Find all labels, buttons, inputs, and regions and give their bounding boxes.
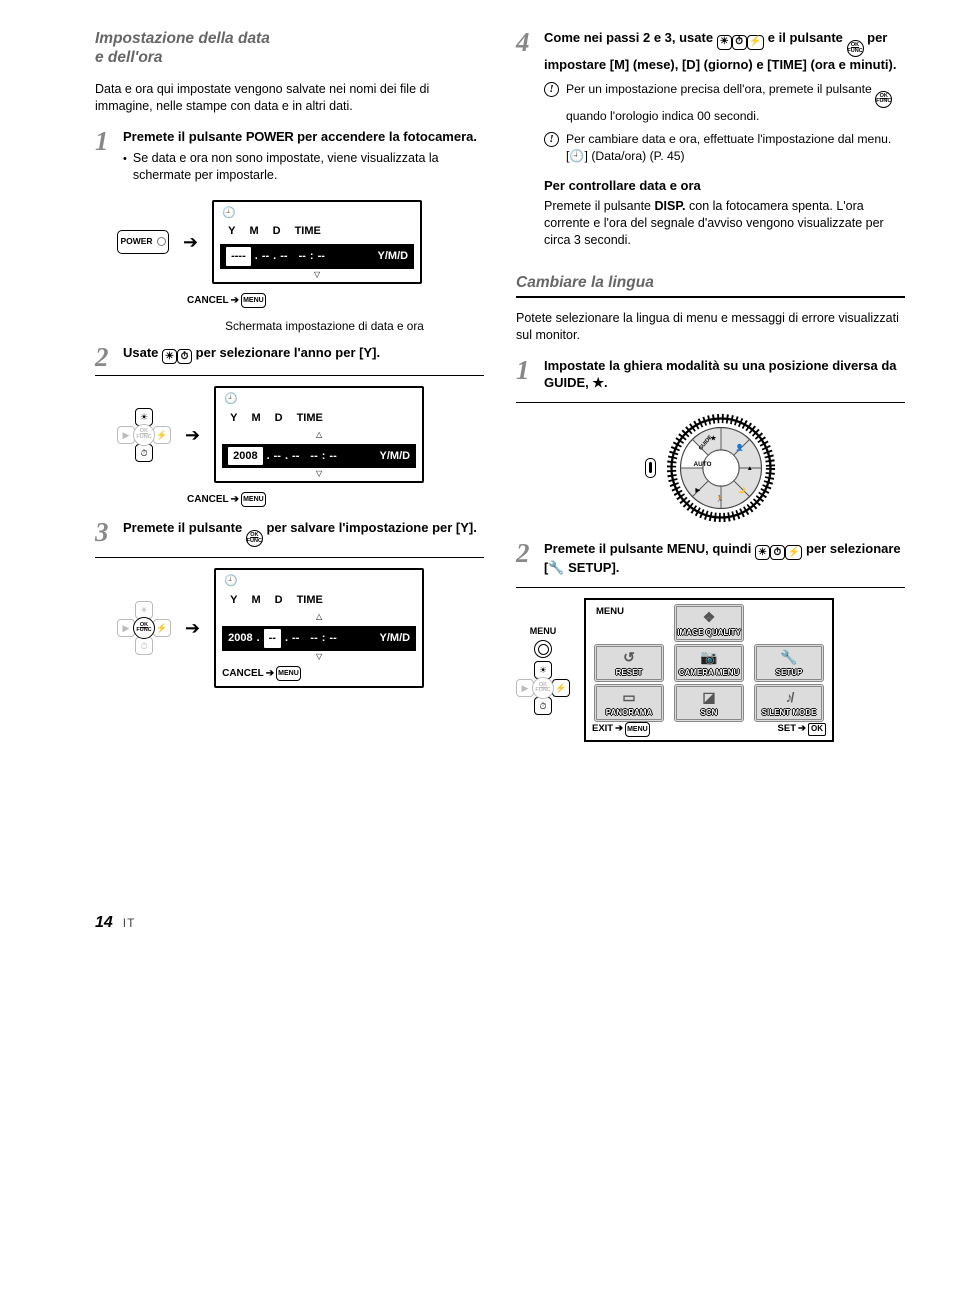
svg-text:▲: ▲: [747, 464, 753, 471]
menu-button[interactable]: [534, 640, 552, 658]
page-footer: 14 IT: [95, 912, 905, 934]
dpad-center[interactable]: OKFUNC: [133, 617, 155, 639]
lcd-panel: 🕘 Y M D TIME △ 2008. --. -- --:-- Y/M/D: [214, 568, 424, 688]
step-number-2: 2: [95, 345, 115, 369]
lcd-caption: Schermata impostazione di data e ora: [165, 319, 484, 335]
intro-text: Data e ora qui impostate vengono salvate…: [95, 81, 484, 115]
clock-icon: 🕘: [224, 574, 238, 589]
check-heading: Per controllare data e ora: [544, 177, 905, 195]
menu-silent[interactable]: ♪̸SILENT MODE: [754, 684, 824, 722]
clock-icon: 🕘: [224, 392, 238, 407]
lcd-panel: 🕘 Y M D TIME ----. --. -- --:-- Y/M/D: [212, 200, 422, 284]
svg-text:AUTO: AUTO: [694, 461, 712, 468]
ok-func-icon: OKFUNC: [875, 91, 892, 108]
set-hint: SET➔OK: [778, 722, 826, 737]
dpad-down[interactable]: ⏱: [135, 637, 153, 655]
dpad-right[interactable]: ⚡: [153, 426, 171, 444]
check-body: Premete il pulsante DISP. con la fotocam…: [544, 198, 905, 249]
dpad-center[interactable]: OKFUNC: [133, 424, 155, 446]
dpad-down[interactable]: ⏱: [135, 444, 153, 462]
mode-dial-icon: AUTO ★ 👤 ▲ 🌙 🏃 ▶ GUIDE: [666, 413, 776, 523]
svg-text:▶: ▶: [695, 486, 700, 493]
menu-image-quality[interactable]: ❖IMAGE QUALITY: [674, 604, 744, 642]
step3-head: Premete il pulsante OKFUNC per salvare l…: [123, 520, 484, 547]
step1-bullet: • Se data e ora non sono impostate, vien…: [123, 150, 484, 184]
lcd-panel: 🕘 Y M D TIME △ 2008. --. -- --:-- Y/M/D: [214, 386, 424, 483]
arrow-icon: ➔: [185, 616, 200, 640]
flash-key-icon: ⚡: [785, 545, 802, 560]
cancel-hint: CANCEL➔MENU: [181, 290, 484, 313]
step4-head: Come nei passi 2 e 3, usate ☀⏱⚡ e il pul…: [544, 30, 905, 74]
section-title-datetime: Impostazione della data e dell'ora: [95, 30, 484, 67]
alert-icon: !: [544, 82, 559, 97]
power-button[interactable]: POWER: [117, 230, 169, 254]
menu-panorama[interactable]: ▭PANORAMA: [594, 684, 664, 722]
step-number-3: 3: [95, 520, 115, 544]
dpad-center[interactable]: OKFUNC: [532, 677, 554, 699]
svg-text:🏃: 🏃: [716, 495, 724, 503]
exit-hint: EXIT➔MENU: [592, 722, 650, 737]
step1-head: Premete il pulsante POWER per accendere …: [123, 129, 484, 146]
timer-key-icon: ⏱: [177, 349, 192, 364]
step-number-1: 1: [95, 129, 115, 153]
note-change-date: ! Per cambiare data e ora, effettuate l'…: [544, 131, 905, 164]
mode-dial-illustration: AUTO ★ 👤 ▲ 🌙 🏃 ▶ GUIDE: [516, 413, 905, 523]
power-led-icon: [157, 237, 166, 246]
exposure-key-icon: ☀: [162, 349, 177, 364]
lang-intro: Potete selezionare la lingua di menu e m…: [516, 310, 905, 344]
cancel-hint: CANCEL➔MENU: [216, 663, 422, 686]
alert-icon: !: [544, 132, 559, 147]
step-number-lang2: 2: [516, 541, 536, 565]
clock-icon: 🕘: [222, 206, 236, 221]
svg-text:👤: 👤: [736, 443, 744, 451]
menu-scn[interactable]: ◪SCN: [674, 684, 744, 722]
section-title-language: Cambiare la lingua: [516, 274, 905, 298]
step-number-4: 4: [516, 30, 536, 54]
exposure-key-icon: ☀: [755, 545, 770, 560]
menu-screen: MENU ❖IMAGE QUALITY ↺RESET 📷CAMERA MENU …: [584, 598, 834, 742]
flash-key-icon: ⚡: [747, 35, 764, 50]
timer-key-icon: ⏱: [732, 35, 747, 50]
cancel-hint: CANCEL➔MENU: [181, 489, 484, 512]
menu-setup[interactable]: 🔧SETUP: [754, 644, 824, 682]
step-number-lang1: 1: [516, 358, 536, 382]
lang-step1-head: Impostate la ghiera modalità su una posi…: [544, 358, 905, 392]
note-precise-time: ! Per un impostazione precisa dell'ora, …: [544, 81, 905, 124]
dpad-up[interactable]: ☀: [135, 408, 153, 426]
dpad-right[interactable]: ⚡: [552, 679, 570, 697]
arrow-icon: ➔: [183, 230, 198, 254]
dpad-down[interactable]: ⏱: [534, 697, 552, 715]
step2-head: Usate ☀⏱ per selezionare l'anno per [Y].: [123, 345, 484, 365]
exposure-key-icon: ☀: [717, 35, 732, 50]
ok-func-icon: OKFUNC: [246, 530, 263, 547]
arrow-icon: ➔: [185, 423, 200, 447]
ok-func-icon: OKFUNC: [847, 40, 864, 57]
dpad-right[interactable]: ⚡: [153, 619, 171, 637]
dpad-control[interactable]: ☀ ⏱ ▶ ⚡ OKFUNC: [117, 408, 171, 462]
menu-reset[interactable]: ↺RESET: [594, 644, 664, 682]
menu-button-stack: MENU ☀ ⏱ ▶ ⚡ OKFUNC: [516, 625, 570, 715]
dpad-control[interactable]: ☀ ⏱ ▶ ⚡ OKFUNC: [516, 661, 570, 715]
lang-step2-head: Premete il pulsante MENU, quindi ☀⏱⚡ per…: [544, 541, 905, 577]
dial-slot-icon: [645, 458, 656, 478]
svg-text:🌙: 🌙: [738, 485, 746, 493]
dpad-control[interactable]: ☀ ⏱ ▶ ⚡ OKFUNC: [117, 601, 171, 655]
menu-camera[interactable]: 📷CAMERA MENU: [674, 644, 744, 682]
timer-key-icon: ⏱: [770, 545, 785, 560]
